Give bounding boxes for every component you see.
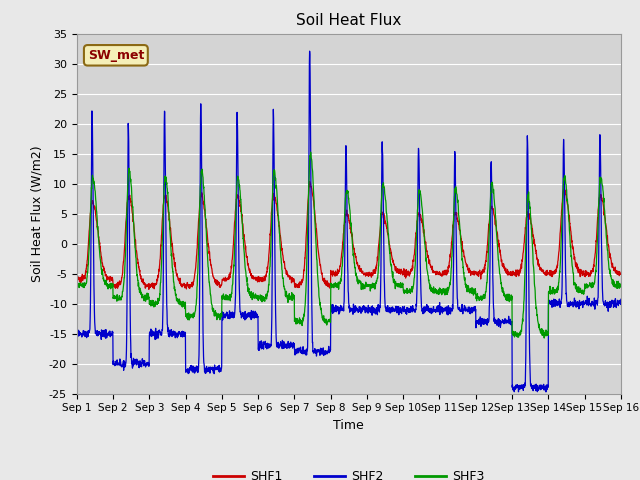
SHF2 (73, 330, 81, 336)
SHF3 (225, 293, 232, 299)
SHF1 (73, 277, 81, 283)
SHF1 (584, 272, 592, 278)
Y-axis label: Soil Heat Flux (W/m2): Soil Heat Flux (W/m2) (30, 145, 44, 282)
SHF2 (617, 297, 625, 302)
SHF2 (365, 307, 372, 312)
Line: SHF2: SHF2 (77, 51, 621, 392)
SHF1 (225, 274, 232, 279)
SHF1 (570, 245, 577, 251)
SHF3 (307, 149, 314, 155)
SHF1 (617, 271, 625, 277)
SHF2 (542, 389, 550, 395)
SHF1 (508, 271, 515, 276)
SHF3 (617, 284, 625, 289)
Line: SHF1: SHF1 (77, 181, 621, 289)
Title: Soil Heat Flux: Soil Heat Flux (296, 13, 401, 28)
SHF2 (507, 322, 515, 327)
SHF1 (145, 287, 153, 292)
SHF1 (306, 179, 314, 184)
SHF3 (73, 280, 81, 286)
SHF1 (365, 269, 372, 275)
Text: SW_met: SW_met (88, 49, 144, 62)
SHF2 (376, 296, 384, 301)
SHF2 (306, 48, 314, 54)
SHF2 (225, 312, 232, 318)
X-axis label: Time: Time (333, 419, 364, 432)
SHF2 (584, 302, 592, 308)
SHF3 (570, 270, 577, 276)
SHF3 (507, 297, 515, 303)
SHF1 (377, 222, 385, 228)
Legend: SHF1, SHF2, SHF3: SHF1, SHF2, SHF3 (208, 465, 490, 480)
SHF2 (570, 304, 577, 310)
Line: SHF3: SHF3 (77, 152, 621, 338)
SHF3 (365, 284, 372, 289)
SHF3 (376, 220, 384, 226)
SHF3 (584, 284, 592, 289)
SHF3 (540, 335, 548, 341)
